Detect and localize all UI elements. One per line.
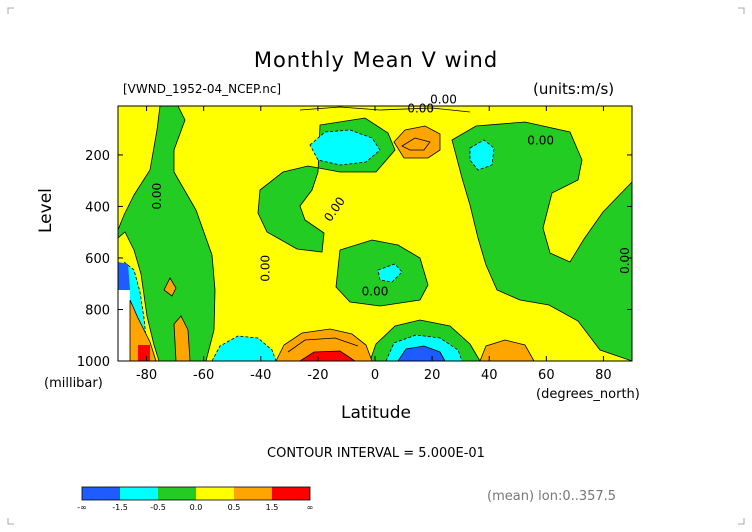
legend-frame: [81, 486, 311, 501]
contour-label: 0.00: [258, 255, 272, 282]
legend-swatch: [120, 487, 158, 500]
legend-swatch: [82, 487, 120, 500]
y-unit-label: (millibar): [44, 376, 103, 391]
contour-label: 0.00: [407, 101, 434, 115]
x-tick-label: 80: [595, 368, 612, 383]
x-unit-label: (degrees_north): [536, 387, 640, 402]
legend-swatch: [158, 487, 196, 500]
legend-label: ∞: [307, 503, 314, 512]
y-tick-label: 1000: [77, 355, 110, 370]
missing-data-region: [118, 290, 130, 361]
x-tick-label: 60: [538, 368, 555, 383]
contour-labels: 0.000.000.000.00 0.000.000.000.00: [150, 93, 632, 299]
x-tick-label: -60: [193, 368, 214, 383]
contour-interval: CONTOUR INTERVAL = 5.000E-01: [267, 446, 485, 461]
y-tick-label: 200: [85, 149, 110, 164]
contour-label: 0.00: [527, 134, 554, 148]
contour-line-upper-jet: [401, 137, 431, 151]
contour-band-cyan-mid: [377, 263, 403, 283]
contour-band-positive-lower: [173, 315, 191, 362]
contour-band-positive-surface-west: [275, 328, 373, 362]
x-tick-label: -80: [136, 368, 157, 383]
x-axis-label: Latitude: [341, 403, 411, 423]
contour-band-negative-east: [451, 121, 633, 362]
legend-label: 0.0: [190, 503, 203, 512]
contour-band-blue-polar: [118, 262, 130, 290]
legend-label: -1.5: [112, 503, 128, 512]
contour-field: [117, 105, 633, 362]
y-tick-label: 800: [85, 303, 110, 318]
contour-band-cyan-upper: [309, 129, 381, 166]
contour-band-red-polar: [138, 345, 150, 361]
x-axis-ticks: -80 -60 -40 -20 0 20 40 60 80: [136, 106, 612, 383]
contour-band-cyan-east: [469, 139, 495, 171]
contour-band-negative-west: [117, 105, 216, 362]
x-tick-label: -20: [307, 368, 328, 383]
legend-label: -∞: [77, 503, 87, 512]
contour-label: 0.00: [362, 284, 389, 298]
legend-swatch: [196, 487, 234, 500]
dataset-label: [VWND_1952-04_NCEP.nc]: [123, 82, 282, 96]
y-tick-label: 400: [85, 200, 110, 215]
units-label: (units:m/s): [533, 80, 615, 98]
contour-band-positive-small: [163, 277, 177, 297]
x-tick-label: 20: [424, 368, 441, 383]
color-legend: -∞ -1.5 -0.5 0.0 0.5 1.5 ∞: [77, 486, 314, 512]
contour-band-positive-upper: [393, 125, 441, 159]
y-tick-label: 600: [85, 252, 110, 267]
x-tick-label: -40: [250, 368, 271, 383]
x-tick-label: 40: [481, 368, 498, 383]
chart-title: Monthly Mean V wind: [253, 48, 499, 72]
contour-line-surface-west: [287, 337, 359, 353]
legend-swatch: [272, 487, 310, 500]
contour-line-tropopause: [299, 106, 471, 113]
page-corner-marks: [7, 7, 745, 525]
x-tick-label: 0: [371, 368, 379, 383]
y-axis-ticks: 200 400 600 800 1000: [77, 149, 632, 370]
legend-label: 1.5: [266, 503, 279, 512]
legend-swatch: [234, 487, 272, 500]
averaging-range: (mean) lon:0..357.5: [487, 489, 617, 504]
contour-label: 0.00: [150, 183, 164, 210]
contour-label: 0.00: [618, 247, 632, 274]
legend-label: -0.5: [150, 503, 166, 512]
contour-label: 0.00: [430, 93, 457, 107]
legend-label: 0.5: [228, 503, 241, 512]
